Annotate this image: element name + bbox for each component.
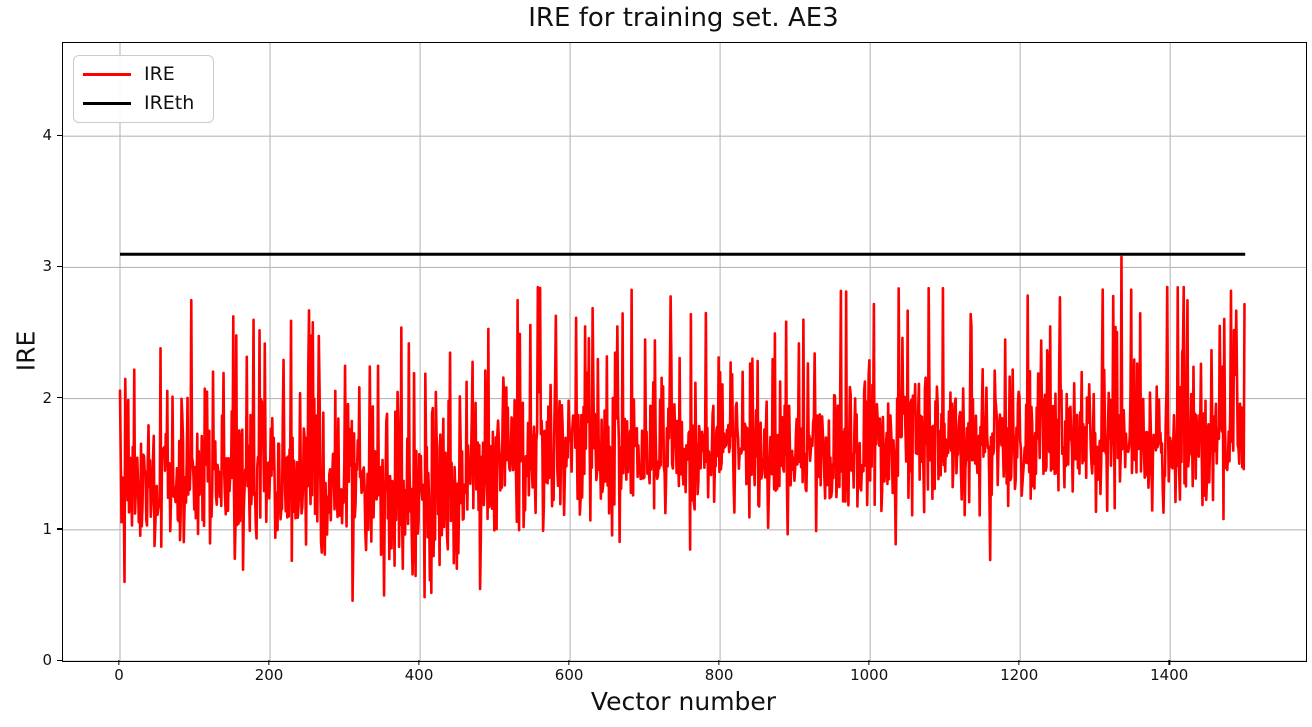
x-tick-label: 0 — [114, 666, 124, 684]
x-tick-label: 600 — [554, 666, 584, 684]
x-tick-mark — [268, 660, 270, 665]
y-tick-mark — [57, 659, 62, 661]
x-tick-mark — [118, 660, 120, 665]
x-tick-mark — [1168, 660, 1170, 665]
y-tick-label: 1 — [42, 519, 52, 538]
y-axis-label: IRE — [11, 330, 41, 372]
x-tick-label: 200 — [254, 666, 284, 684]
legend-entry-ire: IRE — [83, 65, 213, 84]
legend-label-ireth: IREth — [144, 91, 195, 114]
y-tick-mark — [57, 528, 62, 530]
legend-label-ire: IRE — [144, 63, 175, 86]
plot-area — [62, 42, 1307, 662]
legend-entry-ireth: IREth — [83, 91, 213, 114]
y-tick-mark — [57, 397, 62, 399]
x-tick-label: 1000 — [850, 666, 889, 684]
x-tick-label: 800 — [704, 666, 734, 684]
x-tick-mark — [418, 660, 420, 665]
x-tick-label: 1400 — [1150, 666, 1189, 684]
x-tick-mark — [568, 660, 570, 665]
x-tick-label: 400 — [404, 666, 434, 684]
x-tick-mark — [1018, 660, 1020, 665]
y-tick-mark — [57, 134, 62, 136]
x-tick-mark — [718, 660, 720, 665]
x-axis-label: Vector number — [590, 687, 777, 716]
y-tick-label: 3 — [42, 257, 52, 276]
chart-title: IRE for training set. AE3 — [528, 3, 839, 33]
chart-canvas — [63, 43, 1306, 661]
y-tick-label: 2 — [42, 388, 52, 407]
y-tick-mark — [57, 265, 62, 268]
y-tick-label: 4 — [42, 126, 52, 145]
legend: IRE IREth — [73, 55, 214, 123]
legend-line-sample-ire — [83, 73, 131, 77]
x-tick-mark — [868, 660, 870, 665]
y-tick-label: 0 — [42, 651, 52, 669]
x-tick-label: 1200 — [1000, 666, 1039, 684]
legend-line-sample-ireth — [83, 101, 131, 105]
